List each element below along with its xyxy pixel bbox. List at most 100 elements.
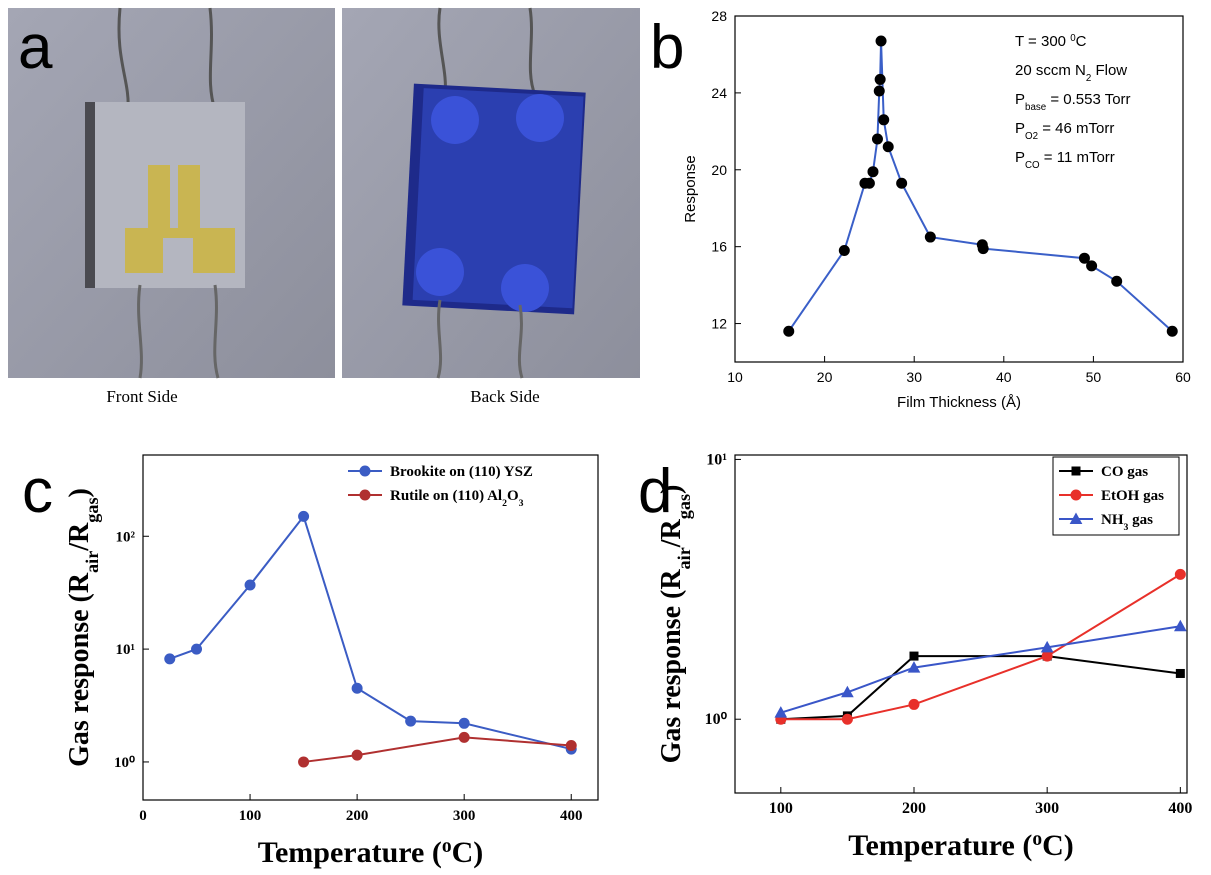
- marker: [863, 177, 875, 189]
- x-tick-label: 20: [817, 369, 833, 385]
- marker: [841, 713, 853, 725]
- text-part: Rutile on (110) Al: [390, 488, 502, 504]
- x-tick-label: 10: [727, 369, 743, 385]
- subscript: 2: [1033, 131, 1038, 142]
- photo-caption: Front Side: [106, 387, 177, 406]
- text-part: Gas response (R: [64, 572, 95, 767]
- x-tick-label: 60: [1175, 369, 1191, 385]
- plot-frame: [142, 454, 599, 801]
- marker: [351, 749, 363, 761]
- text-part: /R: [656, 518, 687, 548]
- marker: [164, 653, 176, 665]
- text-part: P: [1015, 91, 1025, 108]
- y-tick-label: 28: [711, 8, 727, 24]
- y-tick-label: 10¹: [706, 451, 727, 468]
- subscript: 3: [519, 498, 524, 509]
- marker: [874, 73, 886, 85]
- subscript: gas: [82, 497, 102, 522]
- x-tick-label: 300: [1035, 800, 1059, 817]
- y-tick-label: 10¹: [116, 642, 136, 658]
- marker: [867, 166, 879, 178]
- legend-marker: [359, 489, 371, 501]
- marker: [977, 243, 989, 255]
- y-axis-label: Gas response (Rair/Rgas): [656, 485, 694, 764]
- chart: 100 200 300 400 10⁰ 10¹ Temperature (oC) Gas re…: [638, 451, 1192, 862]
- marker: [871, 133, 883, 145]
- series-line: [780, 655, 1181, 721]
- marker: [405, 715, 417, 727]
- legend-label: Rutile on (110) Al2O3: [390, 488, 524, 509]
- text-part: = 11 mTorr: [1040, 149, 1115, 166]
- y-tick-label: 10⁰: [705, 711, 728, 728]
- marker: [458, 731, 470, 743]
- y-tick-label: 20: [711, 162, 727, 178]
- legend-label: Brookite on (110) YSZ: [390, 464, 533, 480]
- x-tick-label: 100: [239, 808, 262, 824]
- marker: [1078, 252, 1090, 264]
- text-part: ): [64, 488, 95, 497]
- text-part: NH: [1101, 512, 1124, 528]
- marker: [882, 141, 894, 153]
- marker: [1166, 325, 1178, 337]
- legend-marker: [359, 465, 371, 477]
- x-tick-label: 0: [139, 808, 147, 824]
- legend-marker: [1069, 512, 1083, 524]
- photo-caption: Back Side: [470, 387, 539, 406]
- marker: [458, 717, 470, 729]
- y-tick-label: 24: [711, 85, 727, 101]
- marker: [907, 661, 921, 673]
- marker: [1086, 260, 1098, 272]
- text-part: Temperature (: [258, 836, 442, 869]
- superscript: 0: [1070, 33, 1076, 44]
- text-part: = 46 mTorr: [1038, 120, 1114, 137]
- marker: [1175, 668, 1185, 678]
- plot-frame: [734, 454, 1188, 794]
- panel-label: d: [638, 457, 672, 526]
- panel-label: c: [22, 457, 53, 526]
- subscript: CO: [1025, 160, 1040, 171]
- text-part: = 0.553 Torr: [1046, 91, 1130, 108]
- legend-marker: [1071, 466, 1081, 476]
- text-part: O: [507, 488, 519, 504]
- text-part: /R: [64, 522, 95, 552]
- annotation: PO2 = 46 mTorr: [1015, 120, 1114, 142]
- subscript: 2: [1086, 73, 1091, 84]
- text-part: Temperature (: [848, 829, 1032, 862]
- subscript: O: [1025, 131, 1033, 142]
- marker: [351, 682, 363, 694]
- text-part: C: [1076, 33, 1087, 50]
- annotation: T = 300 0C: [1015, 33, 1087, 51]
- superscript: o: [1032, 829, 1042, 850]
- subscript: base: [1025, 102, 1046, 113]
- annotation: PCO = 11 mTorr: [1015, 149, 1115, 171]
- subscript: air: [674, 547, 694, 569]
- x-axis-label: Film Thickness (Å): [897, 394, 1021, 411]
- text-part: T = 300: [1015, 33, 1070, 50]
- marker: [191, 643, 203, 655]
- marker: [841, 685, 854, 698]
- y-tick-label: 16: [711, 239, 727, 255]
- text-part: ): [656, 485, 687, 494]
- subscript: 2: [502, 498, 507, 509]
- marker: [896, 177, 908, 189]
- x-tick-label: 30: [906, 369, 922, 385]
- plot-frame: [734, 15, 1184, 363]
- y-tick-label: 10²: [116, 529, 136, 545]
- text-part: C): [1042, 829, 1074, 862]
- marker: [924, 231, 936, 243]
- series-line: [169, 514, 572, 751]
- marker: [838, 245, 850, 257]
- marker: [875, 35, 887, 47]
- chart: 0 100 200 300 400 10⁰ 10¹ 10² Temperature (oC) Ga…: [22, 454, 599, 870]
- x-tick-label: 300: [453, 808, 476, 824]
- series-line: [780, 573, 1181, 721]
- panel-label: a: [18, 13, 53, 82]
- series-line: [303, 736, 572, 763]
- legend-label: EtOH gas: [1101, 488, 1164, 504]
- marker: [1040, 640, 1054, 653]
- marker: [1111, 275, 1123, 287]
- x-tick-label: 400: [1168, 800, 1192, 817]
- x-axis-label: Temperature (oC): [258, 836, 484, 870]
- x-tick-label: 200: [346, 808, 369, 824]
